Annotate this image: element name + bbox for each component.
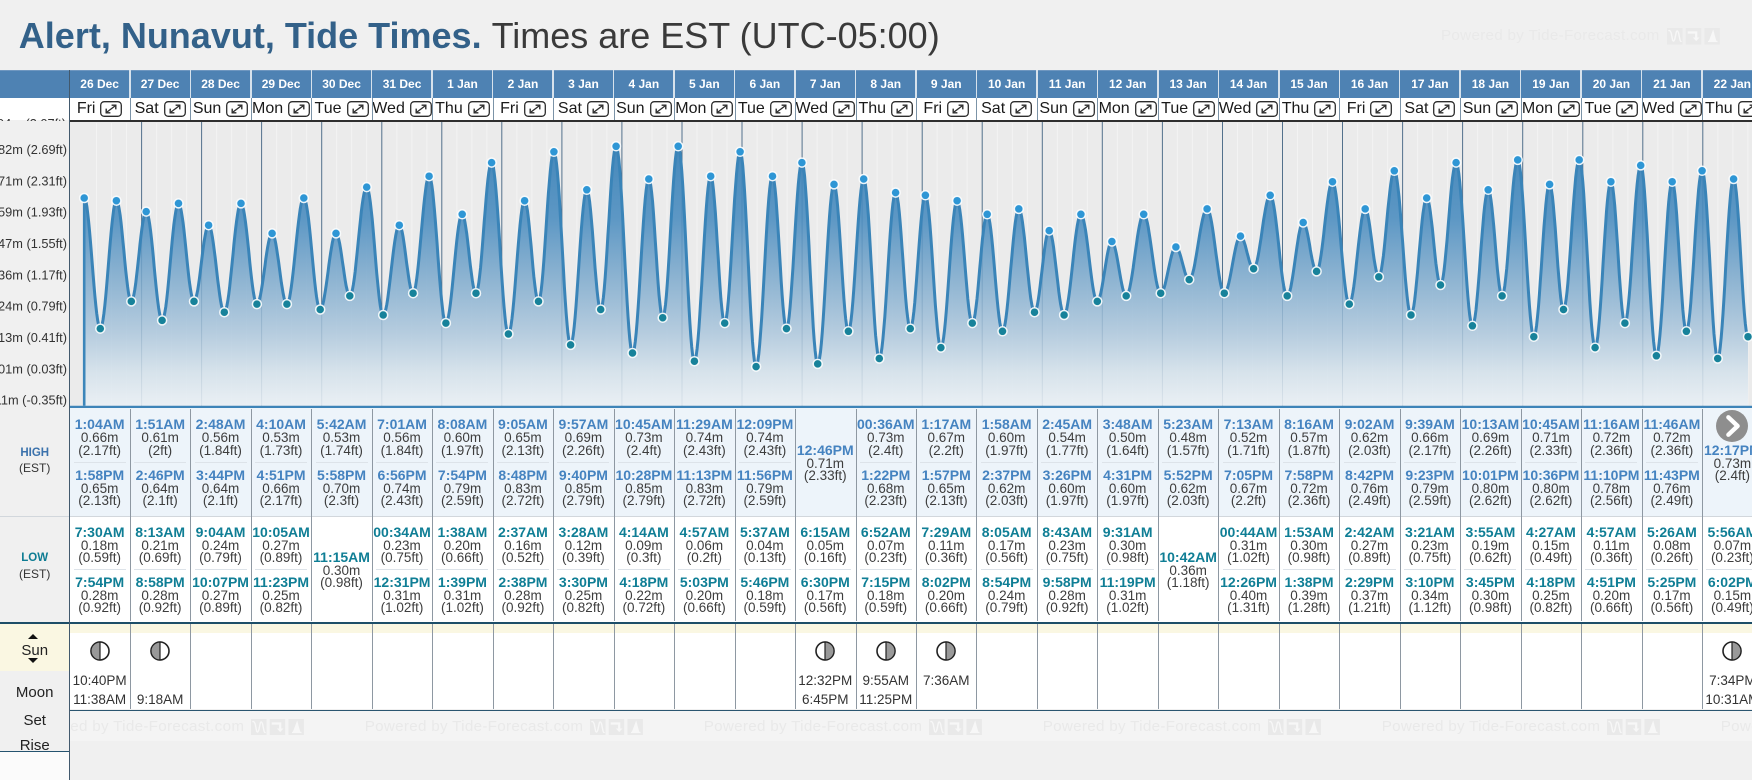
svg-text:0.59m (1.93ft): 0.59m (1.93ft)	[0, 205, 67, 220]
svg-text:0.01m (0.03ft): 0.01m (0.03ft)	[0, 361, 67, 376]
svg-text:0.36m (1.17ft): 0.36m (1.17ft)	[0, 267, 67, 282]
svg-text:0.13m (0.41ft): 0.13m (0.41ft)	[0, 330, 67, 345]
svg-text:0.82m (2.69ft): 0.82m (2.69ft)	[0, 142, 67, 157]
svg-text:0.24m (0.79ft): 0.24m (0.79ft)	[0, 299, 67, 314]
svg-text:0.71m (2.31ft): 0.71m (2.31ft)	[0, 173, 67, 188]
svg-text:-0.11m (-0.35ft): -0.11m (-0.35ft)	[0, 393, 67, 408]
svg-text:0.47m (1.55ft): 0.47m (1.55ft)	[0, 236, 67, 251]
